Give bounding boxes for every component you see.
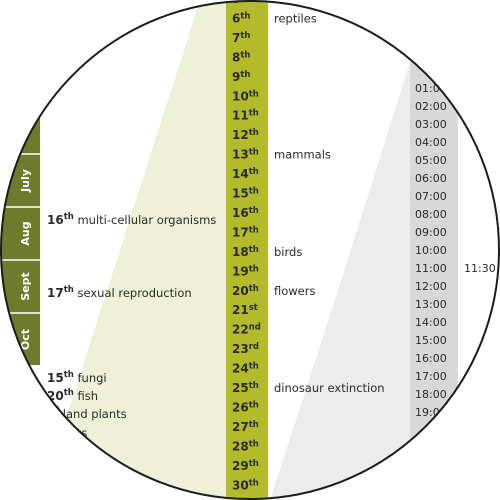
hour-label: 06:00 — [415, 172, 447, 185]
day-label: 16th — [232, 206, 259, 220]
hour-label: 02:00 — [415, 100, 447, 113]
day-list: 5th6th7th8th9th10th11th12th13th14th15th1… — [232, 1, 261, 492]
left-event-item: 17th sexual reproduction — [47, 285, 192, 300]
hour-label: 12:00 — [415, 280, 447, 293]
month-label: July — [19, 169, 32, 193]
hour-side-label: 11:30 — [464, 262, 496, 275]
zoom-wedge-days — [40, 1, 226, 499]
left-event-item: 15th fungi — [47, 370, 107, 385]
month-label: Oct — [19, 329, 32, 350]
day-label: 6th — [232, 11, 250, 25]
day-label: 9th — [232, 70, 250, 84]
hour-label: 04:00 — [415, 136, 447, 149]
day-event-item: dinosaur extinction — [274, 381, 385, 395]
hour-label: 07:00 — [415, 190, 447, 203]
hour-label: 16:00 — [415, 352, 447, 365]
day-label: 20th — [232, 284, 259, 298]
day-label: 17th — [232, 225, 259, 239]
hour-label: 13:00 — [415, 298, 447, 311]
day-event-item: birds — [274, 245, 302, 259]
month-list: July Aug Sept Oct — [1, 153, 40, 367]
day-event-item: reptiles — [274, 11, 317, 25]
hour-label: 03:00 — [415, 118, 447, 131]
day-event-item: mammals — [274, 148, 331, 162]
hour-label: 08:00 — [415, 208, 447, 221]
hour-label: 10:00 — [415, 244, 447, 257]
hour-label: 05:00 — [415, 154, 447, 167]
zoom-wedge-hours-fill — [272, 62, 410, 499]
day-label: 14th — [232, 167, 259, 181]
day-label: 21st — [232, 303, 258, 317]
month-label: Sept — [19, 272, 32, 301]
hour-list: 01:00 02:00 03:00 04:00 05:00 06:00 07:00 08:00… — [415, 82, 447, 419]
day-label: 26th — [232, 400, 259, 414]
day-event-item: flowers — [274, 284, 315, 298]
hour-label: 17:00 — [415, 370, 447, 383]
day-label: 13th — [232, 148, 259, 162]
hour-label: 09:00 — [415, 226, 447, 239]
hour-label: 14:00 — [415, 316, 447, 329]
day-label: 28th — [232, 439, 259, 453]
day-label: 29th — [232, 459, 259, 473]
day-label: 23rd — [232, 342, 259, 356]
day-label: 15th — [232, 187, 259, 201]
month-label: Aug — [19, 221, 32, 245]
day-label: 7th — [232, 31, 250, 45]
day-label: 30th — [232, 478, 259, 492]
day-band — [226, 1, 268, 499]
day-label: 24th — [232, 362, 259, 376]
day-label: 11th — [232, 109, 259, 123]
hour-label: 11:00 — [415, 262, 447, 275]
left-event-item: 16th multi-cellular organisms — [47, 212, 216, 227]
day-label: 25th — [232, 381, 259, 395]
day-label: 19th — [232, 264, 259, 278]
hour-label: 18:00 — [415, 388, 447, 401]
hour-label: 15:00 — [415, 334, 447, 347]
day-event-list: reptiles mammals birds flowers dinosaur exti… — [274, 11, 385, 395]
day-label: 12th — [232, 128, 259, 142]
day-label: 18th — [232, 245, 259, 259]
day-label: 8th — [232, 50, 250, 64]
hour-label: 01:00 — [415, 82, 447, 95]
day-label: 27th — [232, 420, 259, 434]
day-label: 22nd — [232, 323, 261, 337]
day-label: 10th — [232, 89, 259, 103]
